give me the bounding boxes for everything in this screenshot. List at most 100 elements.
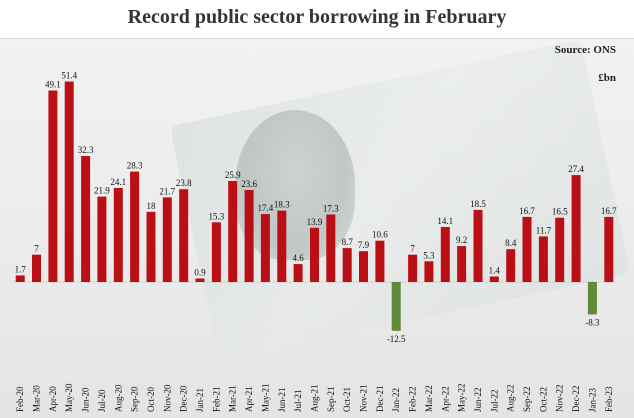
data-label: 28.3 [127,161,143,171]
bar-nov-22 [555,217,565,282]
data-label: 8.7 [342,237,354,247]
bar-jan-23 [587,282,597,315]
data-label: 14.1 [437,216,453,226]
x-tick-label: Feb-23 [604,386,614,412]
data-label: 4.6 [292,253,304,263]
data-label: 15.3 [209,211,225,221]
x-tick-label: Dec-21 [375,386,385,413]
bar-jul-20 [97,196,107,282]
bar-mar-21 [228,181,238,282]
chart-title: Record public sector borrowing in Februa… [127,6,507,28]
x-tick-label: Jun-21 [277,388,287,413]
x-tick-label: Aug-20 [113,384,123,412]
x-tick-label: Apr-22 [440,386,450,412]
data-label: 10.6 [372,230,388,240]
bar-sep-20 [130,171,140,282]
data-label: 49.1 [45,80,61,90]
bar-oct-21 [342,248,352,282]
chart-unit: £bn [598,72,616,84]
bar-mar-22 [424,261,434,282]
x-tick-label: May-21 [260,384,270,413]
data-label: 16.5 [552,207,568,217]
bar-dec-20 [179,189,189,282]
bar-aug-22 [506,249,516,282]
bar-apr-21 [244,190,254,282]
x-tick-label: Feb-22 [408,387,418,413]
x-tick-label: Jul-20 [97,389,107,412]
data-label: 1.7 [15,264,27,274]
data-label: 7 [34,244,39,254]
x-tick-label: Jan-23 [587,388,597,412]
data-label: -12.5 [387,334,406,344]
x-tick-label: Dec-22 [571,386,581,413]
bar-may-22 [457,246,467,282]
data-label: 18.3 [274,200,290,210]
data-label: 17.3 [323,204,339,214]
bar-nov-20 [162,197,172,282]
bar-apr-20 [48,90,58,282]
chart-source: Source: ONS [554,44,616,56]
bar-jun-22 [473,209,483,282]
bar-aug-20 [113,188,123,282]
data-label: 11.7 [536,225,552,235]
bar-may-20 [64,81,74,282]
x-tick-label: Sep-21 [326,387,336,413]
x-tick-label: Mar-21 [228,385,238,412]
x-tick-label: Nov-20 [162,384,172,412]
x-tick-label: Mar-22 [424,385,434,412]
bar-jan-21 [195,278,205,282]
x-tick-label: Oct-22 [538,387,548,412]
x-tick-label: Jun-22 [473,388,483,413]
data-label: 51.4 [61,71,77,81]
bar-feb-23 [604,216,614,282]
x-tick-label: Sep-22 [522,387,532,413]
x-tick-label: May-20 [64,383,74,412]
data-label: 16.7 [601,206,617,216]
data-label: 27.4 [568,164,584,174]
data-label: 18.5 [470,199,486,209]
bar-aug-21 [310,227,319,282]
x-tick-label: Nov-22 [555,385,565,413]
data-label: 1.4 [489,266,501,276]
x-tick-label: Mar-20 [32,385,42,412]
x-tick-label: Feb-20 [15,386,25,412]
data-label: 7.9 [358,240,370,250]
bar-sep-22 [522,216,532,282]
x-tick-label: Feb-21 [211,387,221,413]
bar-feb-20 [15,275,25,282]
data-label: 32.3 [78,145,94,155]
data-label: -8.3 [585,317,600,327]
data-label: 13.9 [307,217,323,227]
bar-feb-22 [408,254,418,282]
bar-nov-21 [359,251,368,282]
x-tick-label: Sep-20 [130,386,140,412]
bar-mar-20 [32,254,41,282]
x-tick-label: Jan-21 [195,388,205,412]
data-label: 5.3 [423,250,435,260]
chart-header: Record public sector borrowing in Februa… [0,0,634,39]
bar-may-21 [260,214,270,282]
x-tick-label: Oct-20 [146,387,156,412]
x-tick-label: Apr-20 [48,386,58,412]
x-tick-label: Jan-22 [391,388,401,412]
data-label: 24.1 [110,177,126,187]
x-tick-label: May-22 [457,384,467,413]
data-label: 18 [147,201,157,211]
bar-jan-22 [391,282,401,331]
data-label: 9.2 [456,235,467,245]
bar-jul-22 [489,276,499,282]
bar-feb-21 [211,222,221,282]
data-label: 21.7 [159,186,175,196]
x-tick-label: Aug-22 [506,385,516,413]
data-label: 21.9 [94,186,110,196]
bar-jun-20 [81,156,91,282]
x-tick-label: Aug-21 [310,385,320,413]
bar-jun-21 [277,210,287,282]
bar-apr-22 [440,227,450,282]
bar-jul-21 [293,264,303,282]
data-label: 8.4 [505,238,517,248]
data-label: 23.6 [241,179,257,189]
data-label: 25.9 [225,170,241,180]
